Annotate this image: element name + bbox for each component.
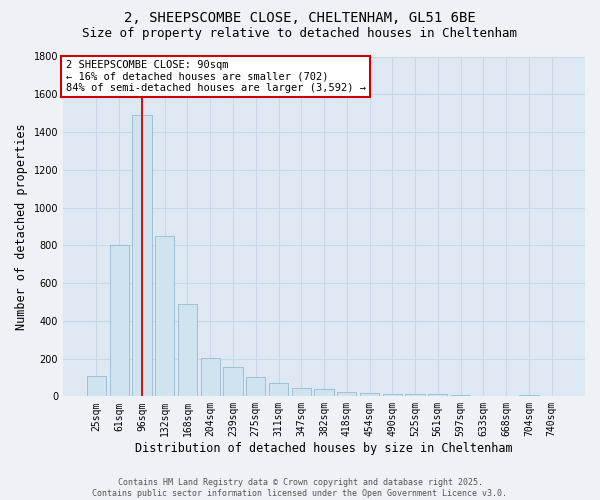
Y-axis label: Number of detached properties: Number of detached properties [15,123,28,330]
Bar [360,392,379,396]
Text: 2 SHEEPSCOMBE CLOSE: 90sqm
← 16% of detached houses are smaller (702)
84% of sem: 2 SHEEPSCOMBE CLOSE: 90sqm ← 16% of deta… [65,60,365,93]
Bar [155,236,175,396]
Bar [292,388,311,396]
Bar [428,394,448,396]
Bar [383,394,402,396]
Text: Size of property relative to detached houses in Cheltenham: Size of property relative to detached ho… [83,28,517,40]
Text: Contains HM Land Registry data © Crown copyright and database right 2025.
Contai: Contains HM Land Registry data © Crown c… [92,478,508,498]
X-axis label: Distribution of detached houses by size in Cheltenham: Distribution of detached houses by size … [135,442,513,455]
Text: 2, SHEEPSCOMBE CLOSE, CHELTENHAM, GL51 6BE: 2, SHEEPSCOMBE CLOSE, CHELTENHAM, GL51 6… [124,11,476,25]
Bar [178,304,197,396]
Bar [200,358,220,397]
Bar [337,392,356,396]
Bar [110,246,129,396]
Bar [132,115,152,396]
Bar [269,383,288,396]
Bar [314,389,334,396]
Bar [406,394,425,396]
Bar [246,378,265,396]
Bar [223,367,242,396]
Bar [87,376,106,396]
